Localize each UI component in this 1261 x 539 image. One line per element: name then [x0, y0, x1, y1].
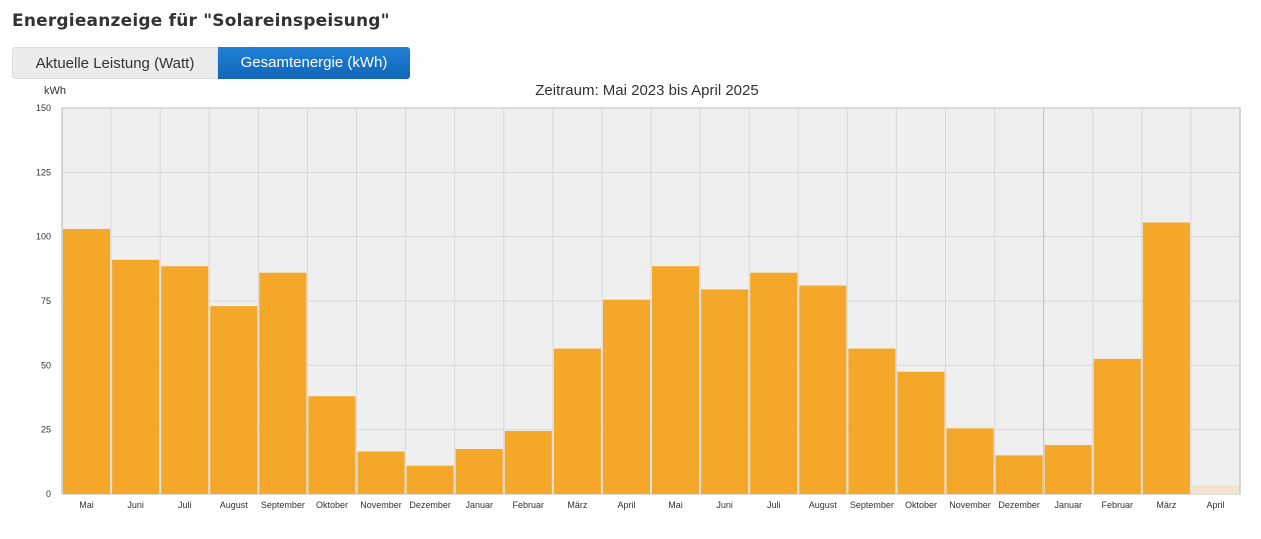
bar — [504, 430, 552, 494]
x-tick-label: August — [220, 500, 249, 510]
view-tabs: Aktuelle Leistung (Watt) Gesamtenergie (… — [12, 47, 410, 79]
bar — [357, 451, 405, 494]
x-tick-label: Dezember — [998, 500, 1040, 510]
y-tick-label: 0 — [46, 489, 51, 499]
x-tick-label: Oktober — [905, 500, 937, 510]
x-tick-label: Dezember — [409, 500, 451, 510]
x-tick-label: September — [261, 500, 305, 510]
bar — [553, 348, 601, 494]
x-tick-label: September — [850, 500, 894, 510]
bar — [897, 371, 945, 494]
y-tick-label: 100 — [36, 232, 51, 242]
x-tick-label: November — [360, 500, 402, 510]
x-tick-label: Februar — [1102, 500, 1134, 510]
tab-total-energy[interactable]: Gesamtenergie (kWh) — [218, 47, 410, 79]
chart-title: Zeitraum: Mai 2023 bis April 2025 — [535, 82, 758, 99]
bar — [161, 266, 209, 494]
tab-current-power[interactable]: Aktuelle Leistung (Watt) — [12, 47, 218, 79]
x-tick-label: Juli — [178, 500, 192, 510]
y-tick-label: 50 — [41, 360, 51, 370]
bar — [799, 285, 847, 494]
x-tick-label: Juni — [716, 500, 733, 510]
y-tick-label: 75 — [41, 296, 51, 306]
x-tick-label: März — [1156, 500, 1176, 510]
x-tick-label: Juni — [127, 500, 144, 510]
y-axis-unit-label: kWh — [44, 85, 66, 97]
bar — [1044, 445, 1092, 494]
bar — [1191, 484, 1239, 494]
x-tick-label: Januar — [1054, 500, 1082, 510]
bar — [406, 465, 454, 494]
x-tick-label: Februar — [513, 500, 545, 510]
bar — [602, 299, 650, 494]
y-tick-label: 25 — [41, 425, 51, 435]
bar — [652, 266, 700, 494]
page-title: Energieanzeige für "Solareinspeisung" — [12, 11, 390, 31]
bar — [1142, 222, 1190, 494]
bar — [63, 228, 111, 495]
bar — [308, 396, 356, 494]
y-tick-label: 150 — [36, 103, 51, 113]
bar — [1093, 358, 1141, 494]
bar — [455, 448, 503, 494]
bar — [848, 348, 896, 494]
bar — [946, 428, 994, 494]
x-tick-label: Januar — [465, 500, 493, 510]
bar — [210, 306, 258, 494]
bar — [701, 289, 749, 494]
y-tick-label: 125 — [36, 167, 51, 177]
x-tick-label: April — [617, 500, 635, 510]
bar — [112, 259, 160, 494]
x-tick-label: Oktober — [316, 500, 348, 510]
x-tick-label: April — [1206, 500, 1224, 510]
bar — [259, 272, 307, 494]
bar — [995, 455, 1043, 494]
x-tick-label: Mai — [668, 500, 683, 510]
x-tick-label: Juli — [767, 500, 781, 510]
x-tick-label: Mai — [79, 500, 94, 510]
x-tick-label: August — [809, 500, 838, 510]
x-tick-label: März — [567, 500, 587, 510]
x-tick-label: November — [949, 500, 991, 510]
bar — [750, 272, 798, 494]
